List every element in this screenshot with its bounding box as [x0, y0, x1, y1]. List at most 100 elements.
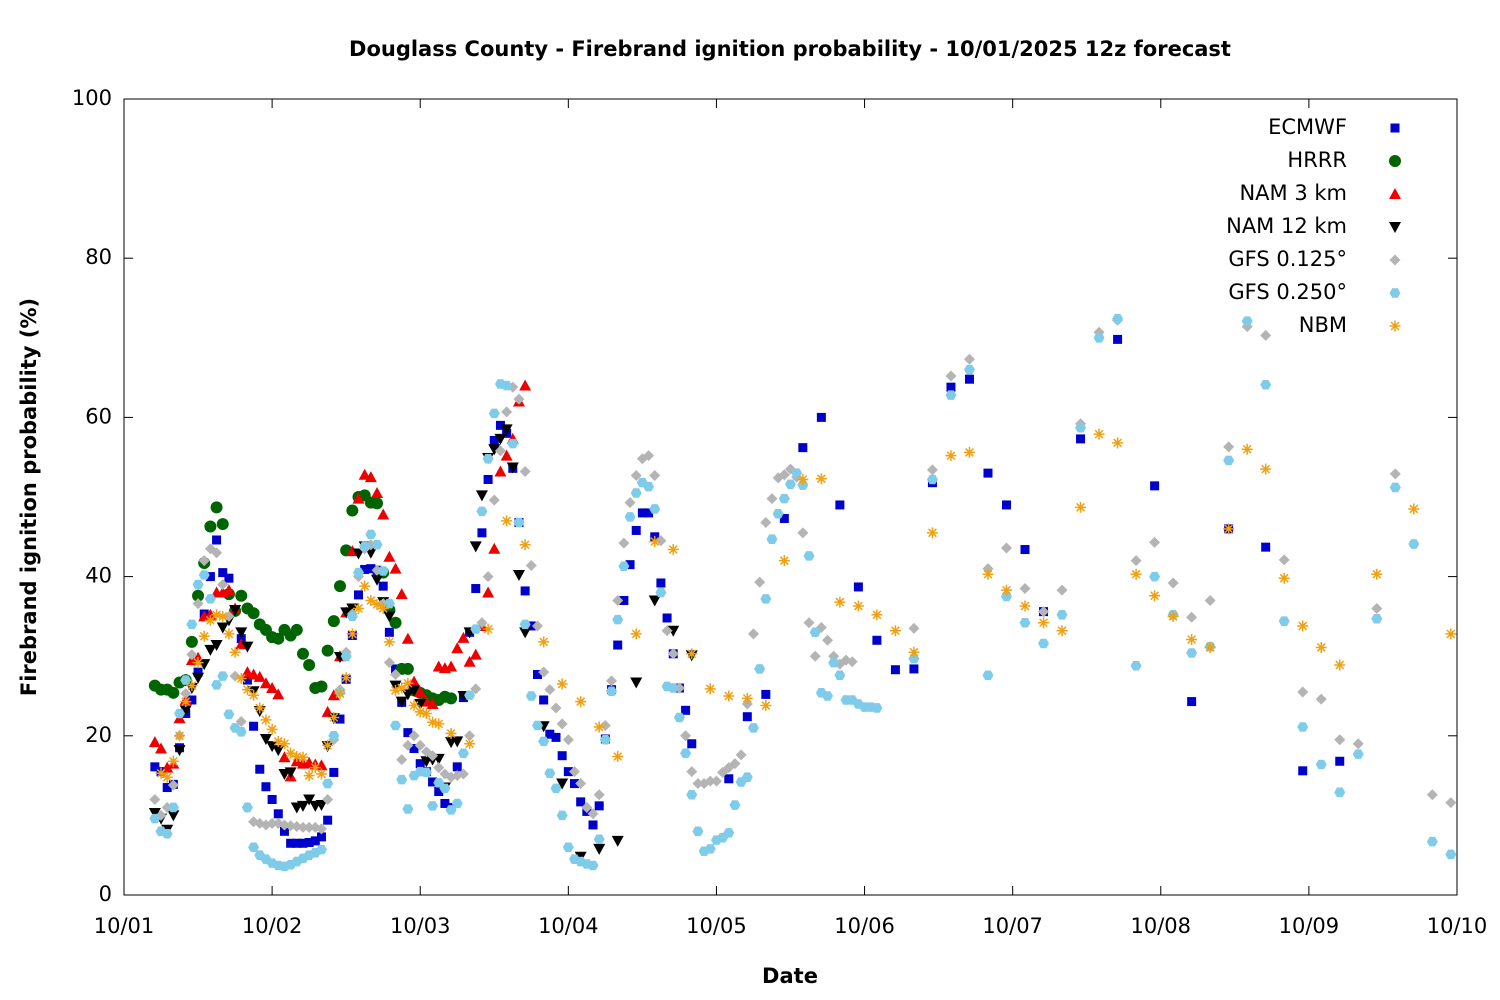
data-point [205, 572, 215, 582]
y-tick-label: 80 [85, 245, 112, 269]
data-point [489, 435, 499, 445]
data-point [223, 709, 235, 720]
data-point [396, 682, 408, 694]
x-tick-label: 10/02 [242, 914, 303, 938]
data-point [538, 636, 550, 648]
data-point [476, 506, 488, 517]
data-point [395, 696, 408, 708]
legend-label: GFS 0.125° [1228, 247, 1347, 271]
data-point [1056, 610, 1068, 620]
data-point [686, 648, 698, 660]
data-point [834, 596, 846, 608]
data-point [445, 692, 458, 705]
data-point [1020, 545, 1030, 555]
data-point [217, 579, 229, 591]
y-tick-label: 60 [85, 404, 112, 428]
data-point [402, 739, 414, 751]
data-point [378, 581, 388, 591]
data-point [1093, 333, 1105, 343]
data-point [797, 473, 809, 485]
x-tick-label: 10/01 [94, 914, 155, 938]
data-point [440, 798, 450, 808]
data-point [760, 700, 772, 712]
data-point [390, 684, 402, 696]
data-point [1187, 697, 1197, 707]
data-point [346, 611, 358, 622]
data-point [482, 586, 495, 598]
data-point [383, 550, 396, 562]
data-point [212, 535, 222, 545]
data-point [471, 584, 481, 594]
data-point [360, 564, 370, 574]
data-point [760, 594, 772, 604]
data-point [452, 762, 462, 772]
data-point [335, 714, 345, 724]
data-point [482, 571, 494, 583]
data-point [149, 813, 161, 824]
data-point [377, 508, 390, 520]
data-point [704, 844, 716, 854]
data-point [519, 627, 532, 639]
data-point [662, 613, 672, 623]
data-point [822, 691, 834, 701]
data-point [433, 718, 445, 730]
data-point [945, 390, 957, 400]
data-point [593, 789, 605, 801]
data-point [192, 589, 205, 602]
data-point [908, 622, 920, 634]
data-point [303, 658, 316, 671]
data-point [457, 768, 469, 780]
data-point [1426, 789, 1438, 801]
data-point [365, 529, 377, 540]
data-point [488, 408, 500, 419]
data-point [1001, 500, 1011, 510]
data-point [278, 751, 291, 763]
data-point [186, 619, 198, 630]
data-point [1445, 797, 1457, 809]
data-point [1112, 313, 1124, 324]
data-point [371, 497, 384, 510]
data-point [174, 708, 186, 719]
data-point [248, 842, 260, 853]
data-point [618, 561, 630, 572]
data-point [809, 627, 821, 638]
data-point [500, 424, 513, 436]
data-point [828, 657, 840, 668]
data-point [475, 490, 488, 502]
data-point [612, 614, 624, 625]
data-point [266, 682, 279, 694]
data-point [643, 450, 655, 462]
data-point [680, 730, 692, 742]
data-point [778, 555, 790, 567]
data-point [371, 598, 383, 610]
data-point [229, 646, 241, 658]
data-point [365, 594, 377, 606]
data-point [266, 723, 278, 735]
data-point [550, 783, 562, 794]
data-point [433, 762, 445, 774]
data-point [741, 692, 753, 704]
data-point [1204, 594, 1216, 606]
data-point [273, 809, 283, 819]
data-point [328, 711, 340, 723]
data-point [747, 628, 759, 640]
data-point [420, 767, 432, 778]
data-point [198, 630, 210, 642]
data-point [303, 794, 316, 806]
y-tick-label: 40 [85, 564, 112, 588]
data-point [551, 732, 561, 742]
data-point [637, 508, 647, 518]
data-point [1260, 463, 1272, 475]
data-point [612, 750, 624, 762]
data-point [1186, 648, 1198, 658]
data-point [1315, 641, 1327, 653]
data-point [451, 642, 464, 654]
data-point [322, 739, 334, 751]
data-point [766, 493, 778, 505]
data-point [272, 735, 284, 747]
data-point [1093, 428, 1105, 440]
data-point [729, 758, 741, 770]
data-point [470, 624, 482, 634]
data-point [204, 644, 217, 656]
data-point [964, 374, 974, 384]
